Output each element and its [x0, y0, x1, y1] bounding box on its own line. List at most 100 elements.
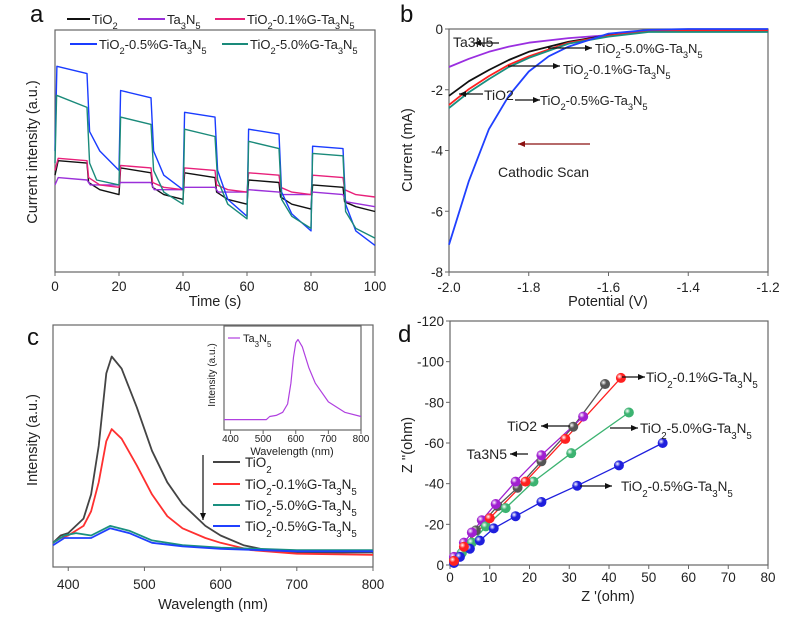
panel-label: b — [400, 1, 413, 28]
series-line — [54, 159, 376, 213]
x-tick-label: 80 — [303, 279, 318, 294]
y-tick-label: -60 — [424, 436, 444, 451]
data-point — [466, 527, 477, 538]
y-axis-title: Intensity (a.u.) — [25, 394, 41, 486]
x-axis-title: Time (s) — [189, 294, 242, 310]
data-point — [458, 541, 469, 552]
panel-label: d — [398, 321, 411, 348]
legend-label: TiO2 — [92, 12, 118, 31]
data-point — [510, 511, 521, 522]
x-tick-label: -1.4 — [677, 280, 701, 295]
annotation-arrow — [622, 374, 645, 380]
legend-label: TiO2-0.1%G-Ta3N5 — [245, 477, 357, 498]
y-tick-label: -2 — [431, 83, 443, 98]
legend-item: TiO2 — [67, 12, 118, 31]
chart-1: -2.0 -1.8 -1.6 -1.4 -1.2 -8 -6 -4 -2 0 Potential (… — [400, 22, 780, 310]
x-tick-label: 40 — [601, 570, 616, 585]
chart-3: 0 10 20 30 40 50 60 70 80 0 -20 -40 -60 -80 -100 -120 Z … — [400, 314, 776, 605]
legend-label: Ta3N5 — [243, 333, 272, 349]
data-point — [480, 521, 491, 532]
plot-frame — [54, 29, 376, 273]
chart-inset: 400 500 600 700 800 Wavelength (nm) Intensity … — [207, 325, 370, 458]
legend-label: TiO2 — [245, 455, 272, 476]
y-tick-label: -40 — [424, 477, 444, 492]
x-tick-label: 30 — [562, 570, 577, 585]
x-tick-label: 60 — [681, 570, 696, 585]
y-tick-label: -120 — [417, 314, 444, 329]
annotation-arrow — [580, 483, 612, 489]
data-point — [510, 476, 521, 487]
annotation-label: Cathodic Scan — [498, 164, 589, 180]
x-tick-label: 100 — [364, 279, 387, 294]
plot-frame — [223, 325, 362, 431]
data-point — [657, 438, 668, 448]
data-point — [474, 535, 485, 546]
y-tick-label: -8 — [431, 265, 443, 280]
cathodic-scan-arrow — [518, 141, 590, 147]
y-tick-label: -100 — [417, 355, 444, 370]
annotation-label: TiO2 — [484, 87, 514, 103]
data-point — [568, 421, 579, 432]
x-axis-title: Potential (V) — [568, 294, 648, 310]
y-tick-label: -20 — [424, 517, 444, 532]
legend-label: TiO2-0.5%G-Ta3N5 — [99, 37, 207, 56]
panel-label: c — [27, 324, 39, 351]
x-tick-label: 400 — [57, 577, 80, 592]
annotation-arrow — [508, 63, 560, 69]
x-tick-label: 0 — [51, 279, 59, 294]
y-tick-label: -4 — [431, 144, 443, 159]
annotation-arrow — [474, 40, 499, 46]
x-tick-label: -1.6 — [597, 280, 620, 295]
annotation-arrow — [548, 45, 592, 51]
series-line — [52, 355, 373, 554]
y-tick-label: 0 — [435, 22, 443, 37]
x-tick-label: 20 — [111, 279, 126, 294]
data-point — [578, 411, 589, 422]
x-tick-label: 0 — [446, 570, 454, 585]
legend-item: TiO2 — [213, 455, 272, 476]
x-tick-label: -1.2 — [756, 280, 779, 295]
x-tick-label: -1.8 — [517, 280, 540, 295]
data-point — [536, 496, 547, 507]
y-axis-title: Current (mA) — [400, 108, 416, 192]
x-tick-label: 700 — [320, 434, 337, 445]
annotation-arrow — [541, 423, 570, 429]
data-point — [448, 555, 459, 566]
data-point — [572, 480, 583, 491]
legend-label: TiO2-0.1%G-Ta3N5 — [247, 12, 355, 31]
annotation-label: Ta3N5 — [467, 446, 508, 462]
data-point — [490, 499, 501, 509]
annotation-arrow — [610, 425, 638, 431]
annotation-label: Ta3N5 — [453, 34, 494, 50]
x-tick-label: 600 — [287, 434, 304, 445]
x-tick-label: 60 — [239, 279, 254, 294]
x-tick-label: 70 — [721, 570, 736, 585]
legend-label: Ta3N5 — [167, 12, 201, 31]
legend-item: TiO2-0.1%G-Ta3N5 — [213, 477, 357, 498]
x-tick-label: 10 — [482, 570, 497, 585]
legend-item: TiO2-5.0%G-Ta3N5 — [222, 37, 358, 56]
data-point — [623, 407, 634, 418]
x-tick-label: -2.0 — [437, 280, 460, 295]
series-line — [448, 31, 768, 109]
data-point — [488, 523, 499, 534]
annotation-arrow — [510, 451, 528, 457]
annotation-label: TiO2-0.1%G-Ta3N5 — [646, 370, 758, 391]
data-point — [484, 513, 495, 524]
y-tick-label: 0 — [436, 558, 444, 573]
panel-label: a — [30, 1, 44, 28]
x-tick-label: 400 — [222, 434, 239, 445]
x-axis-title: Wavelength (nm) — [250, 446, 333, 458]
series-line — [52, 525, 373, 551]
x-tick-label: 700 — [286, 577, 309, 592]
x-tick-label: 500 — [255, 434, 272, 445]
y-tick-label: -6 — [431, 204, 443, 219]
legend-item: TiO2-0.5%G-Ta3N5 — [213, 519, 357, 540]
x-tick-label: 800 — [353, 434, 370, 445]
trend-arrow — [200, 455, 206, 520]
legend-label: TiO2-0.5%G-Ta3N5 — [245, 519, 357, 540]
x-tick-label: 20 — [522, 570, 537, 585]
data-point — [613, 460, 624, 471]
y-tick-label: -80 — [424, 395, 444, 410]
